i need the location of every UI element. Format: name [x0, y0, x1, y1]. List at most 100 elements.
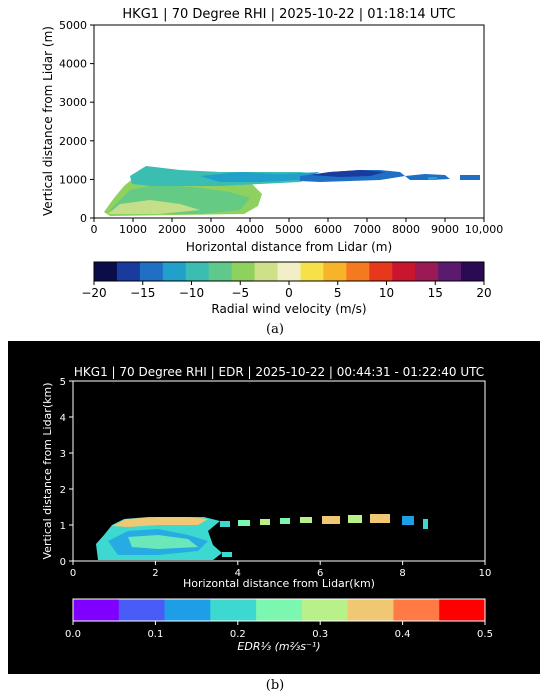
colorbar-swatch — [439, 599, 486, 621]
colorbar-swatch — [300, 262, 324, 281]
y-tick-label: 4 — [60, 413, 66, 424]
x-tick-label: 6 — [317, 568, 323, 579]
colorbar-tick-label: −20 — [81, 286, 106, 300]
y-tick-label: 2000 — [59, 135, 87, 148]
x-tick-label: 4000 — [236, 223, 264, 236]
edr-segment — [322, 516, 340, 524]
colorbar-swatch — [231, 262, 256, 281]
colorbar-swatch — [73, 599, 120, 621]
y-tick-label: 1000 — [59, 173, 87, 186]
colorbar-swatch — [301, 599, 349, 621]
x-tick-label: 3000 — [197, 223, 225, 236]
y-tick-label: 0 — [80, 212, 87, 225]
edr-region-green — [128, 535, 198, 549]
colorbar-swatch — [94, 262, 118, 281]
x-tick-label: 8 — [399, 568, 405, 579]
edr-colorbar — [72, 598, 486, 622]
y-tick-label: 0 — [60, 557, 66, 568]
colorbar-swatch — [162, 262, 187, 281]
colorbar-tick-label: −5 — [231, 286, 249, 300]
colorbar-swatch — [277, 262, 301, 281]
edr-segment — [238, 520, 250, 526]
colorbar-label: Radial wind velocity (m/s) — [211, 302, 366, 316]
x-tick-label: 10 — [479, 568, 492, 579]
colorbar-tick-label: 0.0 — [65, 629, 81, 640]
x-tick-label: 5000 — [275, 223, 303, 236]
x-tick-label: 0 — [91, 223, 98, 236]
colorbar-swatch — [369, 262, 393, 281]
x-axis: 0 1000 2000 3000 4000 5000 6000 7000 8000 9000 10,… — [91, 218, 503, 236]
colorbar-tick-label: 0.1 — [147, 629, 163, 640]
x-axis-label: Horizontal distance from Lidar(km) — [183, 577, 375, 590]
colorbar-swatch — [164, 599, 211, 621]
x-tick-label: 9000 — [431, 223, 459, 236]
edr-segment — [423, 519, 428, 529]
colorbar-swatch — [392, 262, 416, 281]
colorbar-tick-label: 0.5 — [477, 629, 493, 640]
colorbar-swatch — [254, 262, 279, 281]
velocity-segment-short — [428, 177, 437, 180]
velocity-band-far-dark — [310, 170, 385, 177]
edr-region-top-warm — [112, 517, 208, 527]
y-tick-label: 2 — [60, 485, 66, 496]
velocity-field — [104, 166, 480, 216]
y-axis: 0 1 2 3 4 5 — [60, 377, 73, 568]
y-tick-label: 4000 — [59, 58, 87, 71]
y-tick-label: 5000 — [59, 19, 87, 32]
y-tick-label: 5 — [60, 377, 66, 388]
edr-segment — [222, 552, 232, 557]
colorbar-swatch — [116, 262, 141, 281]
colorbar-frame — [72, 598, 486, 622]
chart-title: HKG1 | 70 Degree RHI | 2025-10-22 | 01:1… — [122, 7, 455, 22]
colorbar-swatch — [256, 599, 303, 621]
x-axis: 0 2 4 6 8 10 — [70, 561, 492, 579]
colorbar-tick-label: −15 — [130, 286, 155, 300]
x-tick-label: 7000 — [353, 223, 381, 236]
edr-chart: HKG1 | 70 Degree RHI | EDR | 2025-10-22 … — [41, 365, 493, 653]
velocity-colorbar-ticks: −20 −15 −10 −5 0 5 10 15 20 — [81, 281, 492, 300]
y-axis-label: Vertical distance from Lidar (m) — [41, 26, 55, 216]
colorbar-tick-label: 10 — [379, 286, 394, 300]
y-tick-label: 1 — [60, 521, 66, 532]
y-tick-label: 3 — [60, 449, 66, 460]
velocity-colorbar — [93, 261, 485, 282]
y-axis: 0 1000 2000 3000 4000 5000 — [59, 19, 94, 225]
colorbar-swatch — [438, 262, 462, 281]
colorbar-swatch — [210, 599, 257, 621]
colorbar-tick-label: −10 — [179, 286, 204, 300]
edr-segment — [280, 518, 290, 524]
x-tick-label: 0 — [70, 568, 76, 579]
edr-segment — [348, 515, 362, 523]
edr-segment — [260, 519, 270, 525]
colorbar-swatch — [185, 262, 210, 281]
panel-b: HKG1 | 70 Degree RHI | EDR | 2025-10-22 … — [8, 341, 540, 674]
colorbar-tick-label: 0.4 — [395, 629, 411, 640]
panel-letter-a: (a) — [266, 322, 284, 337]
colorbar-swatch — [346, 262, 370, 281]
edr-segment — [220, 521, 230, 527]
colorbar-tick-label: 0.3 — [312, 629, 328, 640]
colorbar-tick-label: 0.2 — [230, 629, 246, 640]
velocity-chart: HKG1 | 70 Degree RHI | 2025-10-22 | 01:1… — [41, 7, 503, 316]
colorbar-tick-label: 5 — [334, 286, 342, 300]
x-tick-label: 6000 — [314, 223, 342, 236]
x-tick-label: 8000 — [392, 223, 420, 236]
y-tick-label: 3000 — [59, 96, 87, 109]
colorbar-swatch — [118, 599, 166, 621]
y-axis-label: Vertical distance from Lidar(km) — [41, 383, 54, 560]
colorbar-swatch — [461, 262, 485, 281]
x-tick-label: 4 — [235, 568, 241, 579]
edr-segment — [402, 516, 414, 525]
colorbar-swatch — [323, 262, 347, 281]
panel-a: HKG1 | 70 Degree RHI | 2025-10-22 | 01:1… — [0, 0, 550, 340]
x-tick-label: 1000 — [119, 223, 147, 236]
colorbar-tick-label: 15 — [428, 286, 443, 300]
edr-segment — [370, 514, 390, 523]
colorbar-tick-label: 20 — [476, 286, 491, 300]
colorbar-label: EDR⅓ (m⅔s⁻¹) — [237, 640, 320, 653]
edr-field — [96, 514, 428, 560]
colorbar-tick-label: 0 — [285, 286, 293, 300]
velocity-segment-isolated — [460, 175, 480, 180]
colorbar-swatch — [393, 599, 440, 621]
chart-title: HKG1 | 70 Degree RHI | EDR | 2025-10-22 … — [74, 365, 484, 379]
